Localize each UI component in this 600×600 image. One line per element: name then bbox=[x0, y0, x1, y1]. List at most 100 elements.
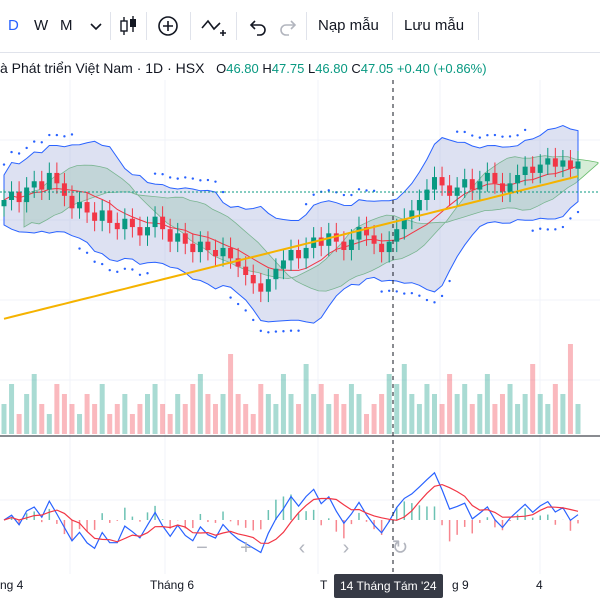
volume-bar bbox=[439, 404, 445, 434]
candle-body bbox=[303, 247, 309, 259]
interval-m-button[interactable]: M bbox=[60, 17, 73, 34]
sar-dot bbox=[267, 331, 270, 334]
undo-icon[interactable] bbox=[246, 14, 270, 38]
candle-body bbox=[152, 216, 158, 228]
candles-icon[interactable] bbox=[116, 14, 140, 38]
volume-bar bbox=[212, 404, 218, 434]
sar-dot bbox=[259, 329, 262, 333]
macd-pane bbox=[3, 471, 579, 554]
x-axis-label: Tháng 6 bbox=[150, 578, 195, 592]
x-axis-label: ng 4 bbox=[0, 578, 24, 592]
sar-dot bbox=[380, 290, 383, 293]
volume-bar bbox=[356, 394, 362, 434]
volume-bar bbox=[265, 394, 271, 434]
interval-d-button[interactable]: D bbox=[8, 17, 19, 34]
candle-body bbox=[371, 235, 377, 244]
sar-dot bbox=[252, 318, 255, 322]
sar-dot bbox=[131, 268, 134, 271]
candle-body bbox=[318, 237, 324, 246]
sar-dot bbox=[561, 225, 565, 229]
sar-dot bbox=[455, 130, 459, 133]
volume-bar bbox=[205, 394, 211, 434]
volume-bar bbox=[175, 394, 181, 434]
interval-w-button[interactable]: W bbox=[34, 17, 49, 34]
volume-bar bbox=[69, 404, 75, 434]
sar-dot bbox=[531, 229, 534, 232]
price-chart[interactable] bbox=[0, 80, 600, 574]
sar-dot bbox=[10, 150, 13, 154]
volume-bar bbox=[515, 404, 521, 434]
candle-body bbox=[484, 172, 490, 182]
sar-dot bbox=[357, 188, 361, 191]
volume-bar bbox=[348, 384, 354, 434]
macd-signal-line bbox=[3, 483, 579, 544]
sar-dot bbox=[274, 330, 278, 333]
sar-dot bbox=[244, 309, 247, 312]
volume-bar bbox=[182, 404, 188, 434]
ma200-line bbox=[3, 175, 579, 320]
minus-icon[interactable]: − bbox=[196, 537, 208, 559]
sar-dot bbox=[116, 270, 119, 274]
sar-dot bbox=[161, 173, 164, 176]
candle-body bbox=[280, 260, 286, 269]
volume-bar bbox=[499, 394, 505, 434]
volume-bar bbox=[364, 414, 370, 434]
candles bbox=[1, 147, 581, 303]
candle-body bbox=[409, 210, 415, 219]
moving-average bbox=[3, 175, 579, 320]
chevron-right-icon[interactable]: › bbox=[342, 537, 350, 559]
volume-bar bbox=[24, 394, 30, 434]
candle-body bbox=[333, 233, 339, 242]
volume-bar bbox=[273, 404, 279, 434]
chevron-down-icon[interactable] bbox=[84, 14, 108, 38]
load-template-button[interactable]: Nạp mẫu bbox=[318, 17, 379, 34]
plus-circle-icon[interactable] bbox=[156, 14, 180, 38]
volume-bar bbox=[280, 374, 286, 434]
chevron-left-icon[interactable]: ‹ bbox=[298, 537, 306, 559]
sar-dot bbox=[199, 179, 202, 182]
sar-dot bbox=[168, 176, 172, 179]
candle-body bbox=[250, 275, 256, 284]
legend-separator: · bbox=[167, 60, 172, 76]
candle-body bbox=[160, 216, 166, 230]
volume-bar bbox=[122, 394, 128, 434]
candle-body bbox=[99, 210, 105, 221]
save-template-button[interactable]: Lưu mẫu bbox=[404, 17, 465, 34]
candle-body bbox=[235, 258, 241, 267]
volume-bar bbox=[333, 394, 339, 434]
volume-bar bbox=[243, 404, 249, 434]
candle-body bbox=[205, 241, 211, 250]
volume-bar bbox=[31, 374, 37, 434]
volume-bar bbox=[492, 404, 498, 434]
volume-bar bbox=[530, 364, 536, 434]
x-axis-label: T bbox=[320, 578, 328, 592]
candle-body bbox=[326, 233, 332, 246]
volume-bar bbox=[296, 404, 302, 434]
candle-body bbox=[432, 177, 437, 190]
indicator-icon[interactable] bbox=[200, 14, 230, 38]
sar-dot bbox=[539, 227, 542, 230]
volume-bar bbox=[84, 394, 90, 434]
volume-bar bbox=[326, 404, 332, 434]
sar-dot bbox=[33, 140, 36, 143]
candle-body bbox=[77, 202, 83, 209]
symbol-name[interactable]: à Phát triển Việt Nam bbox=[0, 60, 133, 76]
reset-icon[interactable]: ↻ bbox=[391, 537, 409, 559]
sar-dot bbox=[350, 193, 353, 197]
candle-body bbox=[288, 250, 294, 261]
plus-icon[interactable]: + bbox=[240, 537, 252, 559]
redo-icon[interactable] bbox=[276, 14, 300, 38]
volume-bar bbox=[61, 394, 67, 434]
sar-dot bbox=[433, 301, 436, 304]
volume-bar bbox=[77, 414, 83, 434]
volume-bar bbox=[394, 384, 400, 434]
volume-bar bbox=[167, 414, 173, 434]
volume-bar bbox=[371, 404, 377, 434]
volume-bar bbox=[129, 414, 135, 434]
candle-body bbox=[477, 181, 483, 190]
sar-dot bbox=[176, 177, 179, 180]
parabolic-sar bbox=[2, 128, 580, 334]
x-axis-label: 4 bbox=[536, 578, 543, 592]
crosshair-date-label: 14 Tháng Tám '24 bbox=[334, 574, 443, 598]
volume-bar bbox=[545, 404, 551, 434]
